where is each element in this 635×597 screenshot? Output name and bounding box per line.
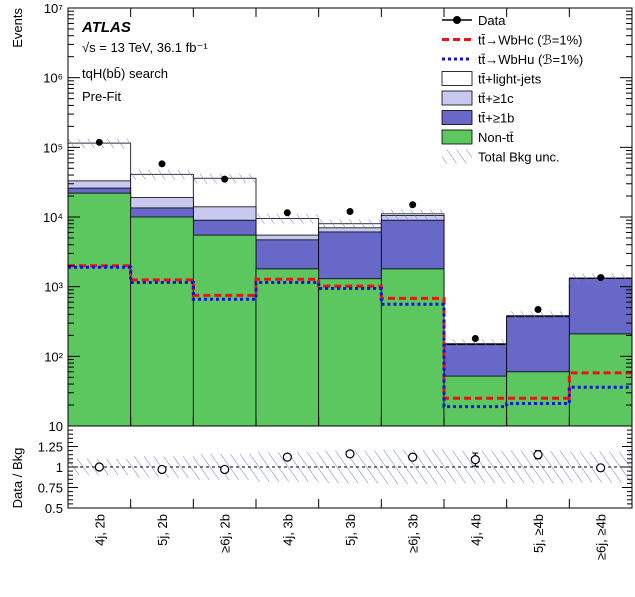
stack-bar-non-tt (255, 268, 320, 427)
data-point (346, 207, 354, 215)
ratio-point (408, 452, 418, 462)
data-point (158, 160, 166, 168)
ratio-point (282, 452, 292, 462)
category-label: ≥6j, 3b (406, 514, 421, 553)
stack-bar-non-tt (318, 278, 382, 427)
ratio-point (157, 464, 167, 475)
legend-label: tt̄+light-jets (478, 72, 542, 87)
category-label: 5j, 3b (343, 514, 358, 546)
atlas-label: ATLAS (81, 19, 131, 36)
legend-label: tt̄+≥1b (478, 111, 514, 126)
y-tick-label: 10⁵ (43, 140, 63, 155)
category-label: 5j, 2b (155, 514, 170, 546)
category-label: ≥6j, ≥4b (594, 514, 609, 560)
y-tick-label: 10 (49, 419, 63, 434)
data-point (409, 201, 417, 209)
data-point (471, 335, 479, 343)
total-unc-band (256, 214, 319, 224)
ratio-tick-label: 1.25 (38, 440, 63, 455)
category-label: 4j, 3b (280, 514, 295, 546)
ratio-tick-label: 0.75 (38, 481, 63, 496)
stack-bar-non-tt (568, 333, 633, 427)
stack-bar-non-tt (443, 375, 508, 427)
main-ylabel: Events (10, 8, 25, 48)
stack-bar-non-tt (192, 234, 257, 427)
legend-swatch (441, 90, 473, 106)
stack-bar-non-tt (380, 268, 445, 427)
legend-swatch (441, 110, 473, 125)
legend-label: Total Bkg unc. (478, 150, 560, 165)
data-point (597, 274, 605, 282)
stack-bar-non-tt (130, 216, 194, 427)
total-unc-band (381, 209, 444, 220)
ratio-point (533, 450, 543, 460)
y-tick-label: 10³ (44, 280, 63, 295)
energy-label: √s = 13 TeV, 36.1 fb⁻¹ (82, 40, 208, 55)
data-point (221, 175, 229, 183)
ratio-ylabel: Data / Bkg (10, 448, 25, 509)
signal-line-tt-wbhc-1 (68, 264, 632, 400)
y-tick-label: 10⁷ (44, 1, 63, 16)
fit-label: Pre-Fit (82, 89, 121, 104)
total-unc-band (130, 169, 194, 180)
legend-label: tt̄+≥1c (478, 91, 514, 106)
ratio-tick-label: 0.5 (45, 501, 63, 516)
ratio-point (94, 462, 104, 472)
legend-swatch (441, 129, 473, 145)
y-tick-label: 10⁴ (43, 210, 63, 225)
legend-swatch (441, 71, 473, 86)
ratio-tick-label: 1 (56, 460, 63, 475)
legend-label: tt̄→WbHc (ℬ=1%) (478, 33, 582, 48)
ratio-point (596, 463, 606, 473)
category-label: 5j, ≥4b (531, 514, 546, 553)
legend-label: tt̄→WbHu (ℬ=1%) (478, 52, 583, 67)
legend-data-marker (453, 16, 461, 24)
data-point (534, 306, 542, 314)
data-point (95, 138, 103, 146)
total-unc-band (318, 219, 382, 230)
signal-line-tt-wbhu-1 (68, 265, 632, 409)
total-unc-band (506, 311, 570, 321)
total-unc-band (444, 339, 507, 349)
stack-bar-non-tt (67, 192, 132, 427)
legend-label: Non-tt̄ (478, 130, 514, 145)
ratio-point (220, 464, 230, 475)
search-label: tqH(bb̄) search (82, 66, 168, 81)
legend-unc-swatch (442, 149, 472, 164)
category-label: 4j, 4b (468, 514, 483, 546)
ratio-point (345, 449, 355, 459)
category-label: 4j, 2b (92, 514, 107, 546)
legend-label: Data (478, 13, 506, 28)
y-tick-label: 10² (44, 349, 63, 364)
y-tick-label: 10⁶ (43, 71, 63, 86)
category-label: ≥6j, 2b (218, 514, 233, 553)
data-point (283, 209, 291, 217)
ratio-point (470, 455, 480, 465)
stack-bar-non-tt (506, 371, 570, 427)
